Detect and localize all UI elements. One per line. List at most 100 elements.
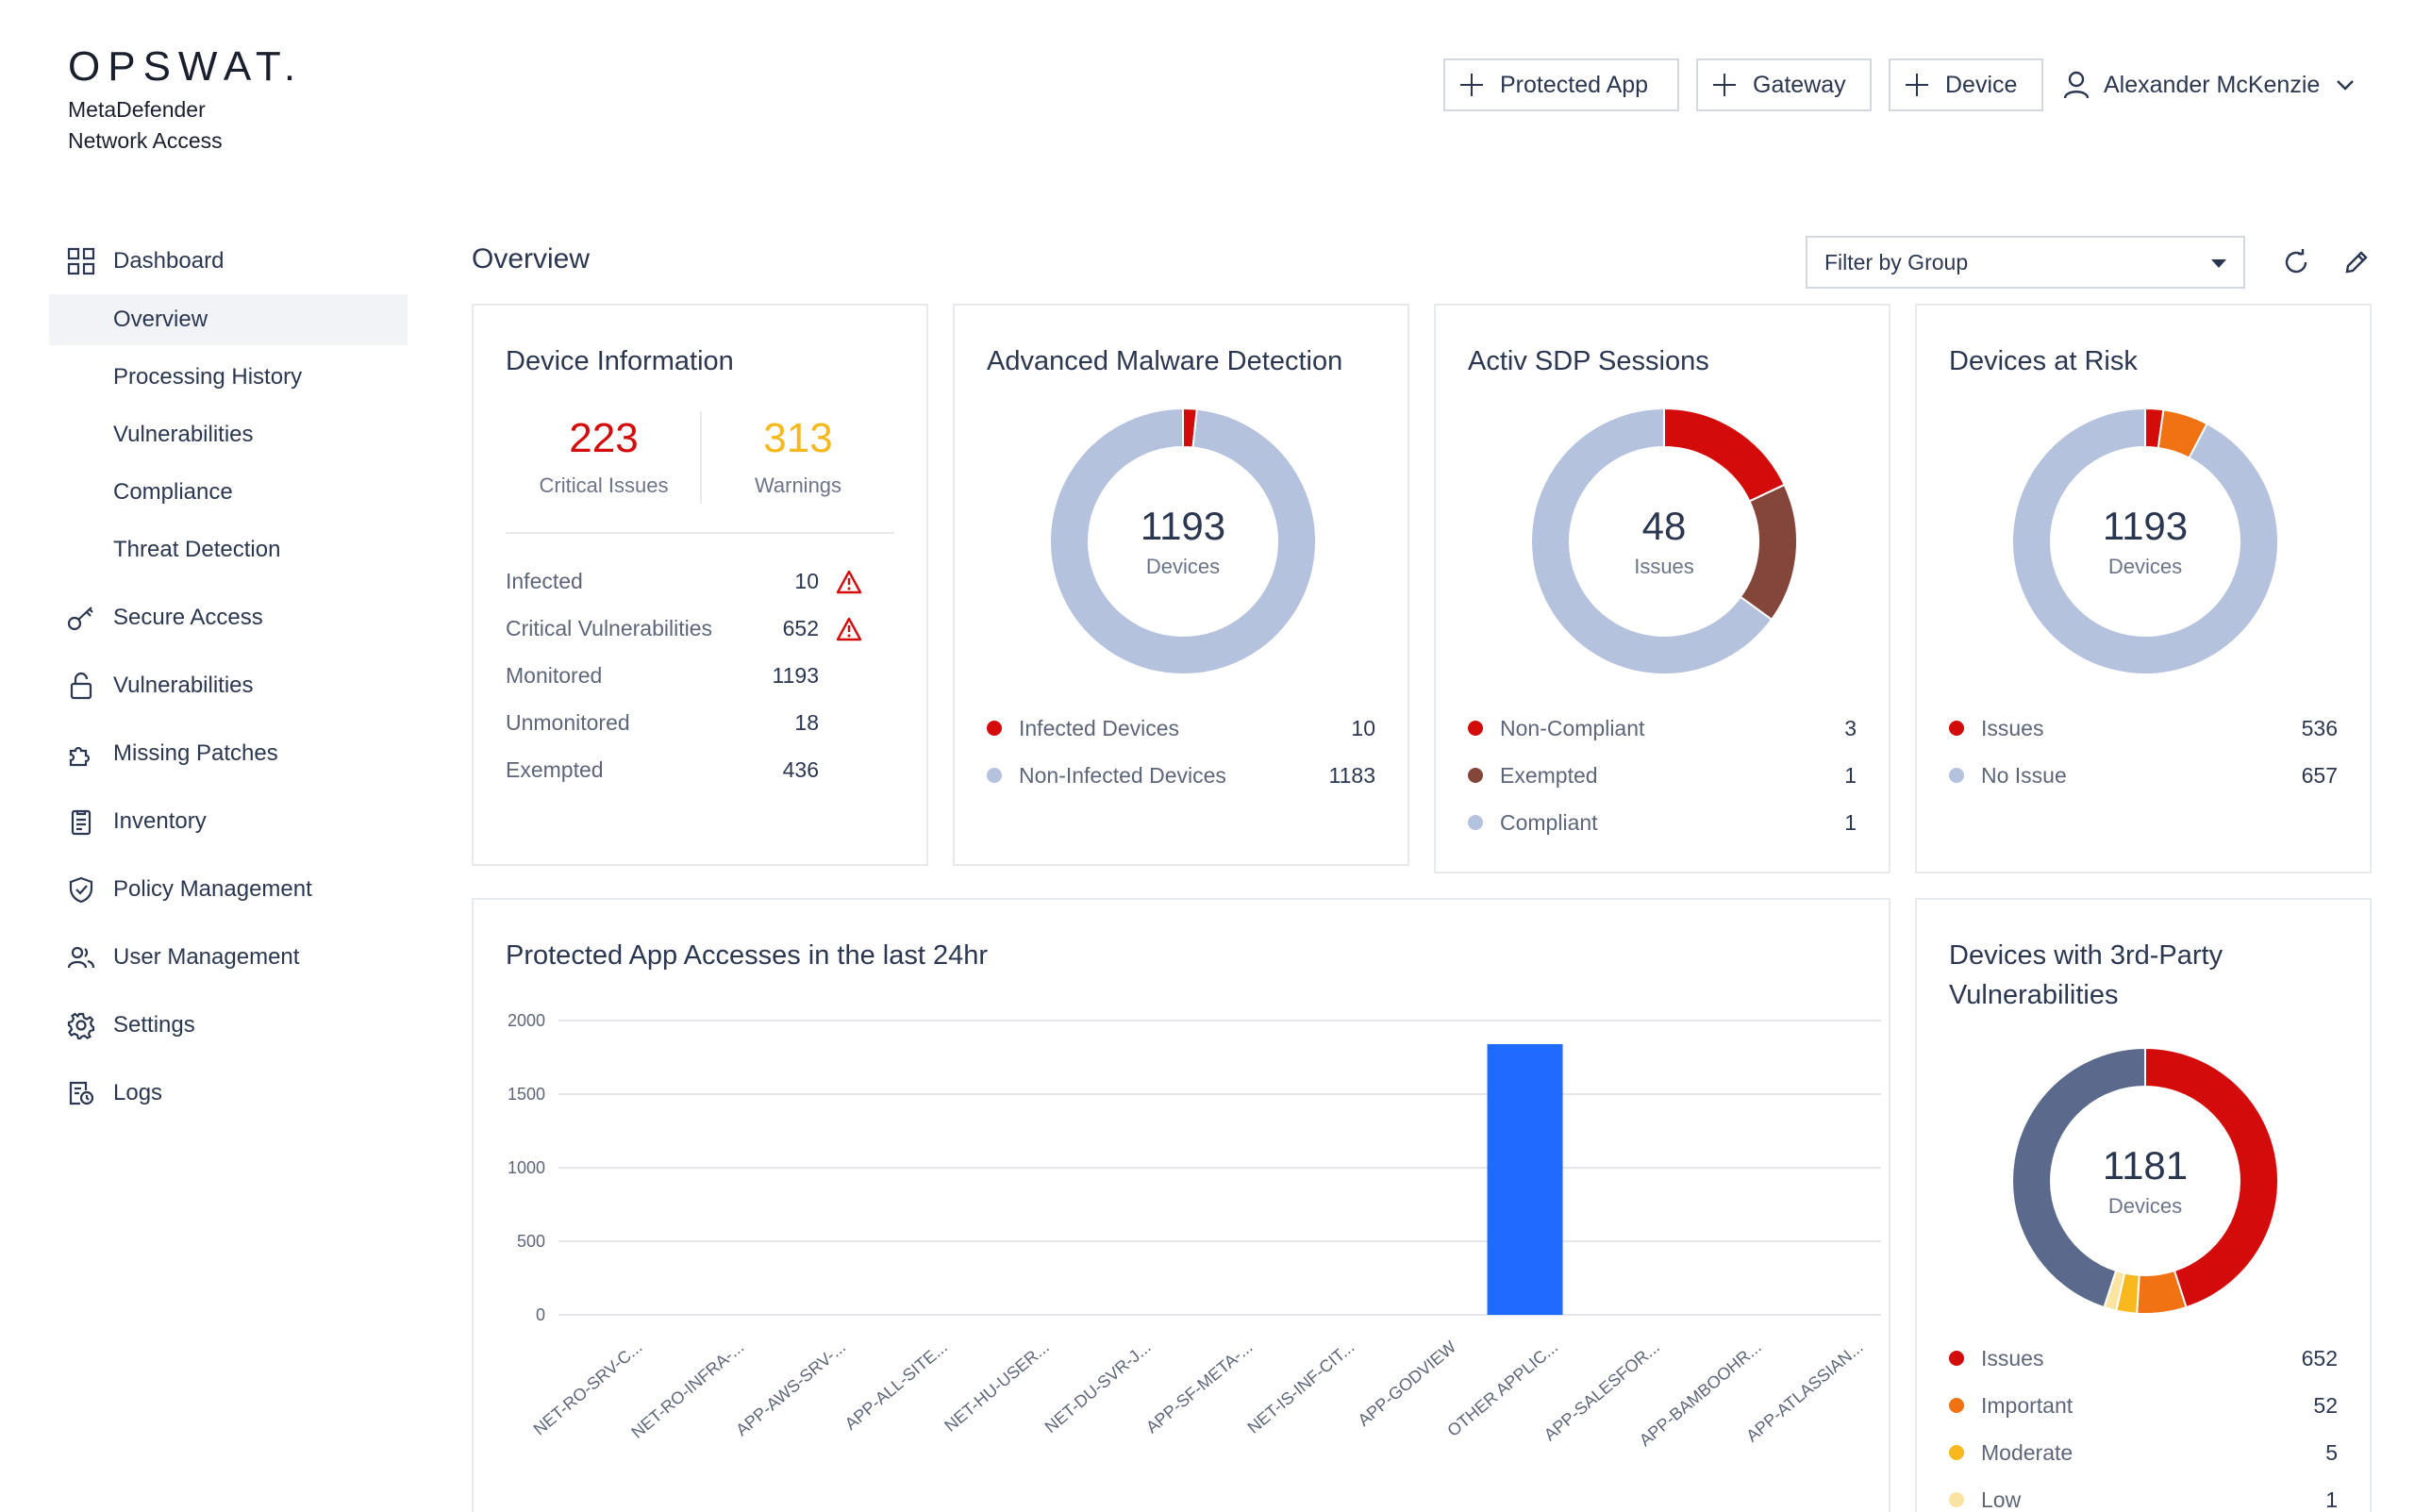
row-value: 18 bbox=[794, 709, 819, 735]
legend-value: 657 bbox=[2301, 762, 2338, 788]
sidebar-item-secure-access[interactable]: Secure Access bbox=[49, 592, 408, 643]
info-row-infected[interactable]: Infected 10 bbox=[506, 562, 894, 600]
refresh-button[interactable] bbox=[2279, 245, 2313, 279]
x-tick-label: APP-ALL-SITE... bbox=[841, 1338, 951, 1434]
sdp-slice-0[interactable] bbox=[1663, 407, 1786, 503]
legend-dot bbox=[1949, 1492, 1964, 1507]
card-title-line2: Vulnerabilities bbox=[1949, 980, 2119, 1010]
info-row-monitored[interactable]: Monitored 1193 bbox=[506, 656, 894, 694]
x-tick-label: NET-RO-SRV-C... bbox=[530, 1338, 646, 1439]
malware-slice-1[interactable] bbox=[1049, 407, 1317, 675]
legend-item-low[interactable]: Low 1 bbox=[1949, 1481, 2338, 1512]
warning-triangle-icon bbox=[836, 570, 862, 594]
sdp-donut-chart[interactable] bbox=[1530, 407, 1798, 675]
legend-value: 5 bbox=[2325, 1439, 2338, 1465]
x-tick-label: NET-HU-USER... bbox=[941, 1338, 1053, 1436]
legend-item-compliant[interactable]: Compliant 1 bbox=[1468, 804, 1857, 841]
sidebar-item-dashboard[interactable]: Dashboard bbox=[49, 236, 408, 287]
brand-name: OPSWAT. bbox=[68, 43, 304, 90]
x-tick-label: APP-SF-META-... bbox=[1142, 1338, 1257, 1437]
sidebar-item-label: Policy Management bbox=[113, 876, 312, 902]
at-risk-slice-2[interactable] bbox=[2011, 407, 2279, 675]
legend-item-no-issue[interactable]: No Issue 657 bbox=[1949, 756, 2338, 794]
bar[interactable] bbox=[1487, 1043, 1563, 1315]
refresh-icon bbox=[2285, 249, 2307, 274]
add-gateway-button[interactable]: Gateway bbox=[1696, 58, 1872, 111]
card-title: Activ SDP Sessions bbox=[1468, 346, 1709, 376]
sidebar-item-settings[interactable]: Settings bbox=[49, 1000, 408, 1051]
product-name-line1: MetaDefender bbox=[68, 97, 206, 122]
legend-item-moderate[interactable]: Moderate 5 bbox=[1949, 1434, 2338, 1471]
third-party-donut-chart[interactable] bbox=[2011, 1047, 2279, 1315]
sidebar-sub-overview[interactable]: Overview bbox=[49, 294, 408, 345]
y-tick-label: 0 bbox=[536, 1305, 545, 1324]
legend-dot bbox=[1949, 721, 1964, 736]
chevron-down-icon bbox=[2337, 80, 2355, 91]
brand-logo[interactable]: OPSWAT. MetaDefender Network Access bbox=[68, 43, 303, 157]
y-tick-label: 1500 bbox=[508, 1085, 545, 1104]
card-title: Devices at Risk bbox=[1949, 346, 2138, 376]
legend-dot bbox=[1468, 768, 1483, 783]
legend-label: Compliant bbox=[1500, 809, 1598, 835]
sidebar-item-label: Vulnerabilities bbox=[113, 673, 254, 698]
user-icon bbox=[2063, 71, 2090, 99]
donut-center-label: Devices bbox=[2107, 1194, 2183, 1218]
add-protected-app-button[interactable]: Protected App bbox=[1443, 58, 1679, 111]
warnings-count[interactable]: 313 bbox=[763, 415, 833, 461]
row-label: Exempted bbox=[506, 756, 604, 782]
donut-center-value: 1193 bbox=[2102, 504, 2189, 548]
donut-center-value: 1193 bbox=[1140, 504, 1226, 548]
info-row-unmonitored[interactable]: Unmonitored 18 bbox=[506, 704, 894, 741]
sdp-slice-2[interactable] bbox=[1530, 407, 1774, 675]
sidebar-item-user-management[interactable]: User Management bbox=[49, 932, 408, 983]
legend-label: Moderate bbox=[1981, 1439, 2074, 1465]
legend-label: Important bbox=[1981, 1392, 2074, 1418]
user-menu[interactable]: Alexander McKenzie bbox=[2062, 58, 2369, 111]
legend-item-infected[interactable]: Infected Devices 10 bbox=[987, 709, 1375, 747]
add-device-button[interactable]: Device bbox=[1889, 58, 2043, 111]
malware-donut-chart[interactable] bbox=[1049, 407, 1317, 675]
legend-item-important[interactable]: Important 52 bbox=[1949, 1387, 2338, 1424]
edit-button[interactable] bbox=[2340, 245, 2373, 279]
sidebar-item-vulnerabilities[interactable]: Vulnerabilities bbox=[49, 660, 408, 711]
donut-center-label: Devices bbox=[2107, 555, 2183, 578]
sidebar-item-label: Settings bbox=[113, 1012, 195, 1038]
legend-value: 1 bbox=[1844, 762, 1857, 788]
sidebar-item-policy-management[interactable]: Policy Management bbox=[49, 864, 408, 915]
sidebar-sub-vulnerabilities[interactable]: Vulnerabilities bbox=[49, 409, 408, 460]
legend-item-issues[interactable]: Issues 536 bbox=[1949, 709, 2338, 747]
sidebar-item-logs[interactable]: Logs bbox=[49, 1068, 408, 1119]
info-row-exempted[interactable]: Exempted 436 bbox=[506, 751, 894, 789]
legend-item-issues[interactable]: Issues 652 bbox=[1949, 1339, 2338, 1377]
key-icon bbox=[66, 603, 96, 633]
row-label: Unmonitored bbox=[506, 709, 630, 735]
x-tick-label: NET-DU-SVR-J... bbox=[1041, 1338, 1155, 1437]
sidebar-sub-compliance[interactable]: Compliance bbox=[49, 467, 408, 518]
sidebar-item-inventory[interactable]: Inventory bbox=[49, 796, 408, 847]
legend-item-non-infected[interactable]: Non-Infected Devices 1183 bbox=[987, 756, 1375, 794]
legend-dot bbox=[1468, 815, 1483, 830]
sidebar-sub-threat-detection[interactable]: Threat Detection bbox=[49, 524, 408, 575]
lock-icon bbox=[66, 671, 96, 701]
filter-by-group-select[interactable]: Filter by Group bbox=[1806, 236, 2245, 289]
sidebar-item-missing-patches[interactable]: Missing Patches bbox=[49, 728, 408, 779]
add-gateway-label: Gateway bbox=[1753, 71, 1846, 98]
plus-icon bbox=[1906, 74, 1928, 96]
legend-item-exempted[interactable]: Exempted 1 bbox=[1468, 756, 1857, 794]
chart-title: Protected App Accesses in the last 24hr bbox=[506, 940, 989, 971]
third-party-slice-0[interactable] bbox=[2144, 1047, 2279, 1309]
legend-label: No Issue bbox=[1981, 762, 2067, 788]
app-accesses-bar-chart[interactable]: 0 500 1000 1500 2000 NET-RO-SRV-C...NET-RO-IN… bbox=[474, 994, 1889, 1512]
info-row-critical-vulnerabilities[interactable]: Critical Vulnerabilities 652 bbox=[506, 609, 894, 647]
at-risk-donut-chart[interactable] bbox=[2011, 407, 2279, 675]
legend-dot bbox=[1949, 1445, 1964, 1460]
gear-icon bbox=[66, 1010, 96, 1040]
sidebar-sub-processing-history[interactable]: Processing History bbox=[49, 352, 408, 403]
critical-issues-count[interactable]: 223 bbox=[569, 415, 639, 461]
third-party-slice-4[interactable] bbox=[2011, 1047, 2146, 1309]
y-tick-label: 2000 bbox=[508, 1011, 545, 1030]
legend-item-non-compliant[interactable]: Non-Compliant 3 bbox=[1468, 709, 1857, 747]
row-label: Monitored bbox=[506, 662, 603, 688]
grid-icon bbox=[66, 246, 96, 276]
legend-label: Non-Compliant bbox=[1500, 715, 1645, 740]
